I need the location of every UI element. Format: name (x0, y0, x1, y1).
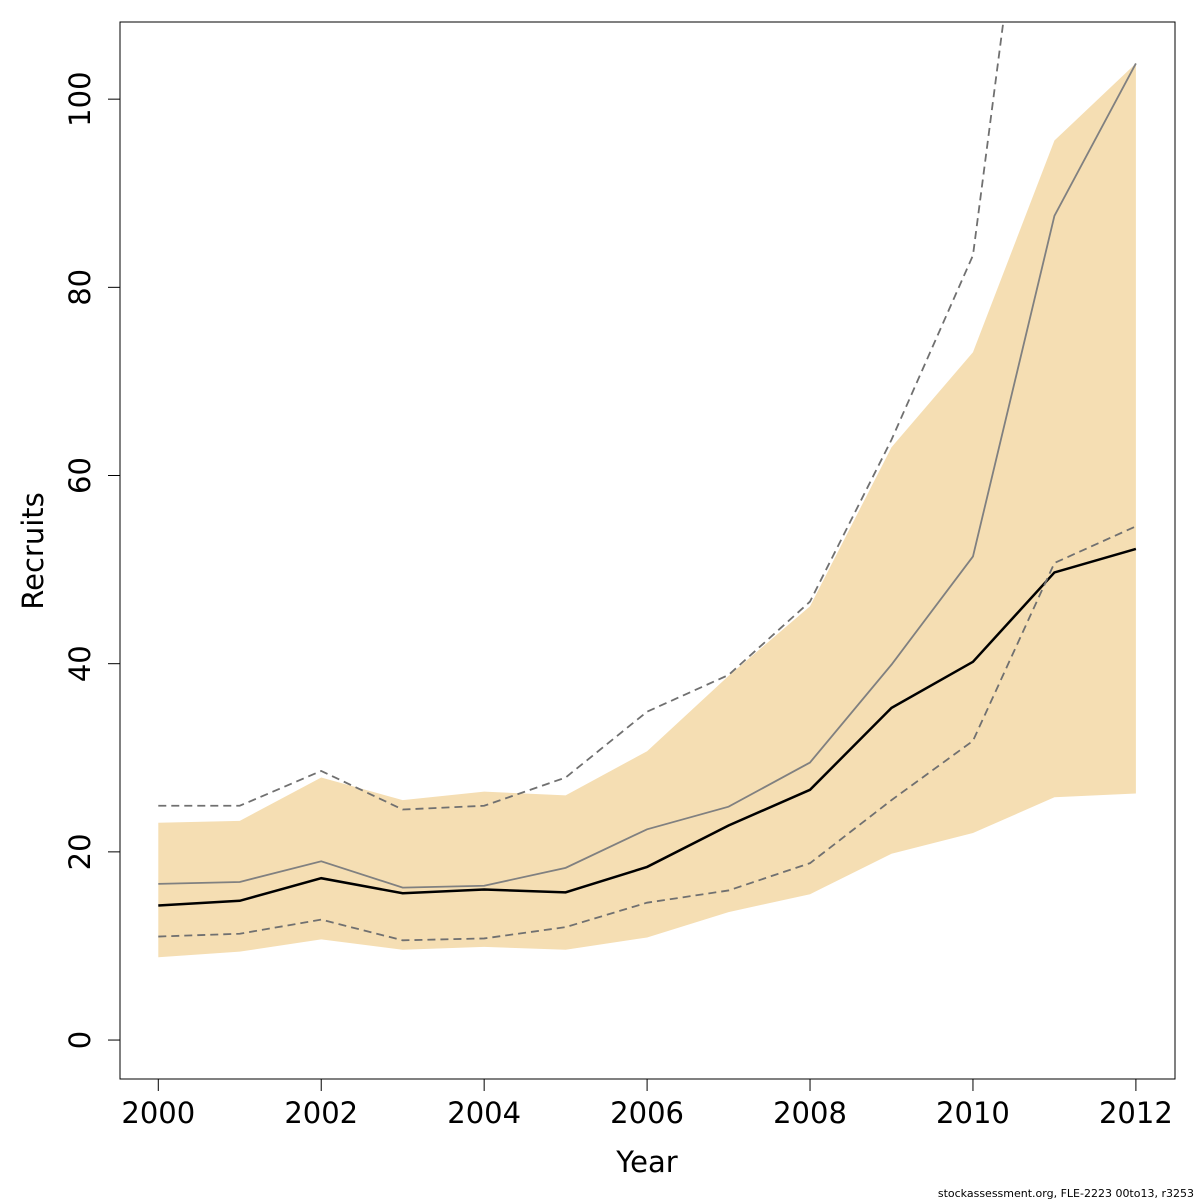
x-tick-label: 2012 (1099, 1096, 1173, 1130)
series-line (158, 547, 1137, 907)
x-tick-label: 2008 (773, 1096, 847, 1130)
x-tick-label: 2010 (936, 1096, 1010, 1130)
series-line (158, 22, 1005, 811)
x-tick-label: 2004 (447, 1096, 521, 1130)
y-tick-label: 80 (63, 269, 97, 306)
x-tick-label: 2006 (610, 1096, 684, 1130)
series-line (158, 62, 1137, 889)
y-tick-label: 0 (63, 1031, 97, 1049)
y-tick-label: 40 (63, 645, 97, 682)
series-line (158, 525, 1137, 942)
y-tick-label: 100 (63, 71, 97, 126)
x-axis-label: Year (615, 1145, 677, 1179)
y-tick-label: 60 (63, 457, 97, 494)
confidence-band (158, 63, 1136, 958)
x-tick-label: 2002 (284, 1096, 358, 1130)
y-axis-label: Recruits (16, 492, 50, 609)
plot-area (158, 22, 1137, 958)
footnote: stockassessment.org, FLE-2223 00to13, r3… (938, 1187, 1194, 1200)
y-tick-label: 20 (63, 833, 97, 870)
x-tick-label: 2000 (121, 1096, 195, 1130)
